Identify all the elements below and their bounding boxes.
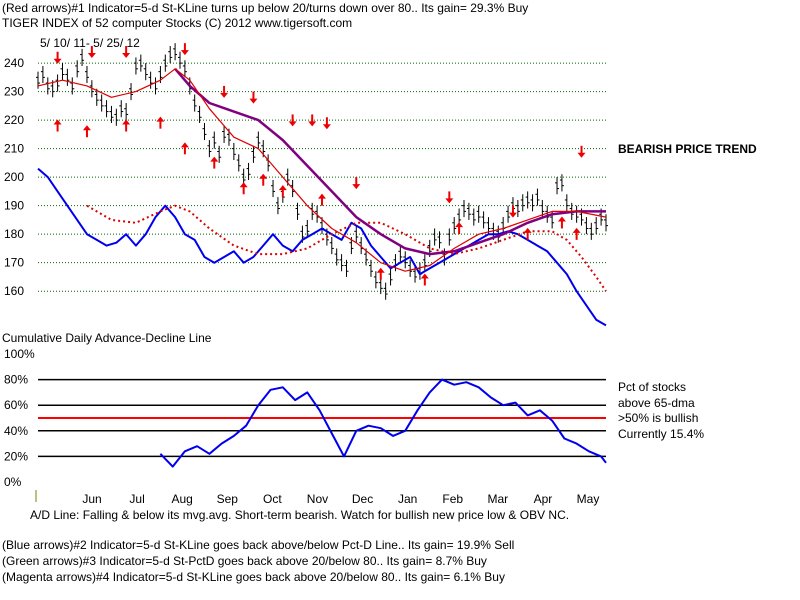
pct-above-label: above 65-dma bbox=[618, 396, 695, 410]
pct-y-tick-80: 80% bbox=[4, 373, 28, 387]
price-y-tick-200: 200 bbox=[4, 170, 24, 184]
x-tick-dec: Dec bbox=[352, 492, 373, 506]
sell-arrow-head bbox=[508, 212, 517, 218]
magenta-arrows-note: (Magenta arrows)#4 Indicator=5-d St-KLin… bbox=[2, 570, 505, 584]
buy-arrow-head bbox=[156, 116, 165, 122]
pct-y-tick-40: 40% bbox=[4, 424, 28, 438]
price-y-tick-160: 160 bbox=[4, 284, 24, 298]
x-tick-may: May bbox=[577, 492, 600, 506]
buy-arrow-head bbox=[523, 227, 532, 233]
bearish-trend-label: BEARISH PRICE TREND bbox=[618, 142, 757, 156]
buy-arrow-head bbox=[122, 119, 131, 125]
date-range: 5/ 10/ 11- 5/ 25/ 12 bbox=[40, 36, 140, 50]
x-tick-mar: Mar bbox=[487, 492, 508, 506]
sell-arrow-head bbox=[308, 121, 317, 127]
pct-y-tick-100: 100% bbox=[4, 347, 35, 361]
sell-arrow-head bbox=[577, 152, 586, 158]
pct-y-tick-60: 60% bbox=[4, 398, 28, 412]
price-y-tick-230: 230 bbox=[4, 85, 24, 99]
buy-arrow-head bbox=[318, 193, 326, 199]
sell-arrow-head bbox=[53, 58, 62, 64]
sell-arrow-head bbox=[180, 50, 189, 56]
x-tick-sep: Sep bbox=[217, 492, 239, 506]
pct-stocks-label: Pct of stocks bbox=[618, 380, 687, 394]
buy-arrow-head bbox=[572, 227, 581, 233]
buy-arrow-head bbox=[557, 216, 566, 222]
price-y-tick-180: 180 bbox=[4, 227, 24, 241]
x-tick-aug: Aug bbox=[172, 492, 193, 506]
price-y-tick-240: 240 bbox=[4, 56, 24, 70]
x-tick-feb: Feb bbox=[442, 492, 463, 506]
buy-arrow-head bbox=[210, 156, 219, 162]
buy-arrow-head bbox=[455, 222, 464, 228]
current-value-label: Currently 15.4% bbox=[618, 427, 705, 441]
buy-arrow-head bbox=[239, 182, 248, 188]
header-line-1: (Red arrows)#1 Indicator=5-d St-KLine tu… bbox=[2, 1, 529, 15]
buy-arrow-head bbox=[53, 119, 62, 125]
buy-arrow-head bbox=[420, 273, 429, 279]
blue-arrows-note: (Blue arrows)#2 Indicator=5-d St-KLine g… bbox=[2, 538, 515, 552]
x-tick-oct: Oct bbox=[263, 492, 282, 506]
long-ma-dotted-line bbox=[86, 204, 607, 292]
pct-y-tick-20: 20% bbox=[4, 449, 28, 463]
bullish-threshold-label: >50% is bullish bbox=[618, 411, 699, 425]
sell-arrow-head bbox=[249, 98, 258, 104]
pct-above-65dma-line bbox=[159, 378, 607, 468]
x-tick-apr: Apr bbox=[534, 492, 553, 506]
sell-arrow-head bbox=[445, 198, 454, 204]
buy-arrow-head bbox=[82, 125, 91, 131]
x-tick-nov: Nov bbox=[307, 492, 328, 506]
sell-arrow-head bbox=[122, 53, 131, 58]
sell-arrow-head bbox=[322, 124, 331, 130]
price-y-tick-190: 190 bbox=[4, 199, 24, 213]
ma-65-line bbox=[174, 67, 606, 256]
sell-arrow-head bbox=[87, 53, 96, 58]
chart-title: TIGER INDEX of 52 computer Stocks (C) 20… bbox=[2, 16, 353, 30]
sell-arrow-head bbox=[220, 92, 229, 98]
price-y-tick-210: 210 bbox=[4, 142, 24, 156]
sell-arrow-head bbox=[352, 184, 361, 190]
price-y-tick-220: 220 bbox=[4, 113, 24, 127]
short-ma-line bbox=[37, 68, 607, 272]
relative-strength-line bbox=[37, 167, 607, 327]
ad-line-title: Cumulative Daily Advance-Decline Line bbox=[2, 331, 212, 345]
buy-arrow-head bbox=[259, 173, 268, 179]
ad-line-comment: A/D Line: Falling & below its mvg.avg. S… bbox=[30, 508, 570, 522]
buy-arrow-head bbox=[180, 142, 189, 148]
pct-y-tick-0: 0% bbox=[4, 475, 22, 489]
sell-arrow-head bbox=[288, 121, 297, 127]
buy-arrow-head bbox=[376, 267, 385, 273]
x-tick-jul: Jul bbox=[129, 492, 144, 506]
buy-arrow-head bbox=[278, 185, 287, 191]
price-y-tick-170: 170 bbox=[4, 256, 24, 270]
x-tick-jun: Jun bbox=[82, 492, 101, 506]
x-tick-jan: Jan bbox=[398, 492, 417, 506]
green-arrows-note: (Green arrows)#3 Indicator=5-d St-PctD g… bbox=[2, 554, 487, 568]
